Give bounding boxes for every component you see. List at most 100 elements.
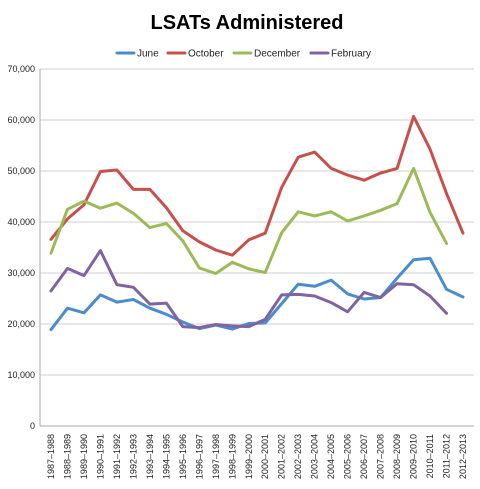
data-point-october — [198, 240, 201, 244]
data-point-june — [148, 306, 152, 310]
data-point-december — [395, 202, 399, 205]
x-tick-label: 2011–2012 — [442, 434, 452, 478]
legend-label-june: June — [137, 49, 159, 60]
data-point-february — [445, 312, 448, 315]
data-point-february — [395, 282, 399, 285]
data-point-february — [412, 283, 415, 286]
data-point-june — [428, 257, 432, 260]
data-point-december — [165, 222, 168, 225]
data-point-february — [99, 249, 102, 252]
y-tick-label: 40,000 — [7, 217, 35, 227]
data-point-december — [445, 242, 448, 245]
data-point-february — [297, 293, 300, 296]
x-tick-label: 2012–2013 — [458, 434, 468, 479]
x-tick-label: 1991–1992 — [112, 434, 122, 479]
x-tick-label: 1998–1999 — [227, 434, 237, 479]
data-point-december — [148, 226, 152, 229]
y-tick-label: 0 — [30, 421, 35, 431]
data-point-june — [115, 300, 119, 304]
data-point-june — [313, 285, 316, 288]
data-point-december — [132, 212, 135, 215]
data-point-february — [165, 301, 168, 305]
data-point-june — [231, 327, 234, 331]
x-tick-label: 1987–1988 — [46, 434, 56, 479]
data-point-june — [264, 321, 267, 325]
x-tick-label: 1997–1998 — [211, 434, 221, 479]
x-tick-label: 2004–2005 — [326, 434, 336, 479]
data-point-june — [412, 258, 415, 261]
data-point-february — [247, 325, 250, 328]
data-point-december — [82, 199, 86, 203]
data-point-february — [264, 318, 267, 321]
data-point-october — [428, 147, 432, 151]
data-point-february — [181, 325, 185, 328]
data-point-february — [115, 283, 119, 286]
series-line-october — [49, 114, 465, 257]
data-point-october — [247, 238, 250, 242]
data-point-october — [66, 217, 69, 221]
x-tick-label: 1989–1990 — [79, 434, 89, 479]
data-point-june — [165, 313, 168, 316]
data-point-december — [198, 266, 201, 270]
data-point-june — [99, 293, 102, 297]
data-point-october — [231, 253, 234, 257]
data-point-october — [115, 168, 119, 172]
y-tick-label: 70,000 — [7, 64, 35, 74]
data-point-june — [49, 328, 53, 331]
data-point-december — [379, 209, 382, 212]
data-point-june — [247, 322, 250, 325]
data-point-june — [82, 311, 86, 314]
data-point-february — [280, 293, 283, 297]
data-point-october — [313, 150, 316, 154]
data-point-february — [428, 294, 432, 298]
x-tick-label: 1993–1994 — [145, 434, 155, 479]
x-tick-label: 2008–2009 — [392, 434, 402, 479]
x-tick-label: 1988–1989 — [62, 434, 72, 479]
x-tick-label: 1996–1997 — [194, 434, 204, 479]
data-point-december — [428, 211, 432, 214]
data-point-october — [346, 173, 349, 177]
data-point-october — [329, 167, 333, 170]
data-point-october — [461, 232, 465, 235]
data-point-october — [148, 188, 152, 191]
data-point-december — [181, 239, 185, 243]
data-point-february — [148, 302, 152, 306]
data-point-june — [297, 283, 300, 286]
chart-title: LSATs Administered — [151, 12, 344, 34]
series-line-june — [49, 256, 465, 332]
data-point-february — [379, 296, 382, 299]
data-point-june — [362, 297, 366, 301]
data-point-december — [49, 251, 53, 255]
data-point-february — [362, 291, 366, 294]
y-axis-ticks: 0 10,000 20,000 30,000 40,000 50,000 60,000 70,… — [7, 64, 35, 431]
data-point-october — [181, 229, 185, 232]
data-point-december — [297, 210, 300, 213]
y-tick-label: 20,000 — [7, 319, 35, 329]
data-point-february — [214, 323, 217, 326]
data-point-june — [66, 306, 69, 310]
x-tick-label: 1995–1996 — [178, 434, 188, 479]
data-point-february — [346, 310, 349, 313]
data-point-june — [132, 298, 135, 301]
data-point-october — [165, 206, 168, 209]
data-point-october — [132, 188, 135, 191]
data-point-october — [412, 115, 415, 118]
series-line-december — [49, 166, 448, 275]
y-tick-label: 30,000 — [7, 268, 35, 278]
legend-label-february: February — [331, 49, 371, 60]
x-tick-label: 2009–2010 — [409, 434, 419, 479]
data-point-october — [379, 171, 382, 175]
data-point-october — [49, 238, 53, 241]
x-tick-label: 2001–2002 — [277, 434, 287, 479]
data-point-december — [99, 207, 102, 210]
y-tick-label: 10,000 — [7, 370, 35, 380]
data-point-february — [231, 324, 234, 328]
data-point-october — [297, 156, 300, 159]
data-point-june — [395, 276, 399, 280]
data-point-october — [445, 192, 448, 195]
x-axis-ticks: 1987–1988 1988–1989 1989–1990 1990–1991 1991… — [46, 434, 468, 479]
data-point-february — [329, 301, 333, 304]
data-point-december — [362, 214, 366, 218]
data-point-december — [214, 272, 217, 275]
